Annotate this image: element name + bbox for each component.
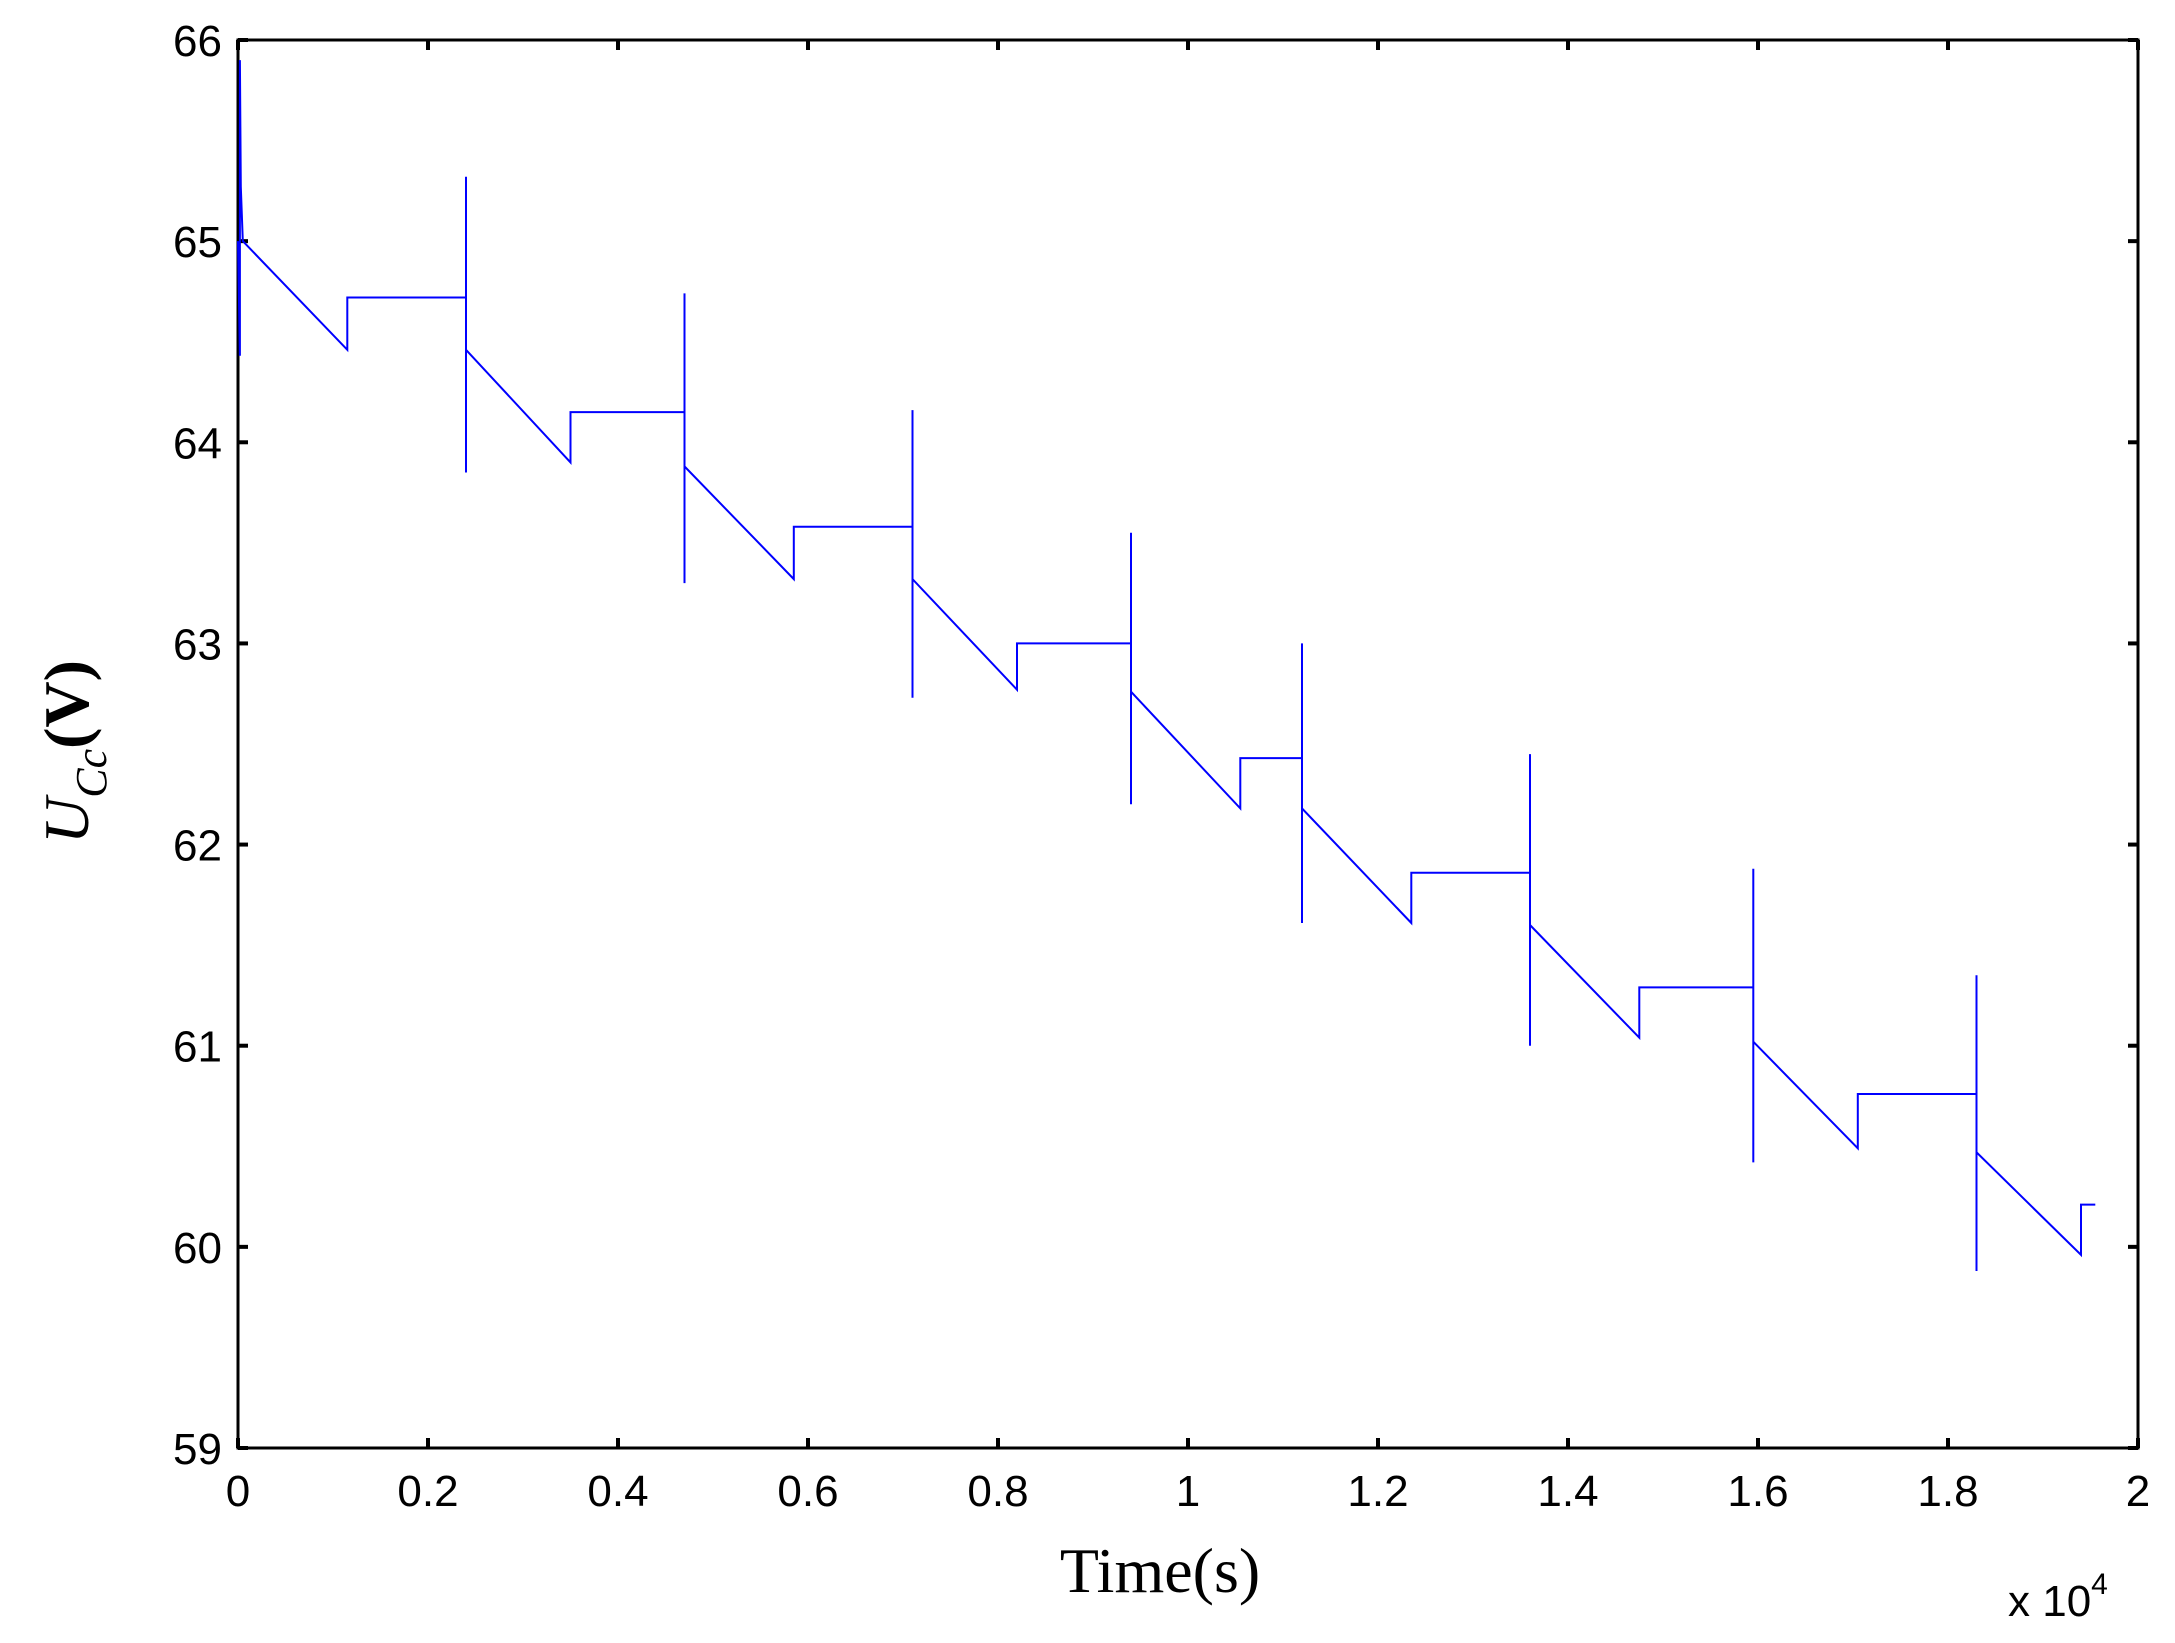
y-tick-label: 66 xyxy=(173,17,222,66)
y-tick-label: 62 xyxy=(173,822,222,871)
y-tick-label: 64 xyxy=(173,419,222,468)
y-axis-label-unit: (V) xyxy=(31,660,102,749)
y-tick-label: 60 xyxy=(173,1224,222,1273)
x-tick-label: 1.4 xyxy=(1537,1467,1598,1516)
x-tick-label: 1.8 xyxy=(1917,1467,1978,1516)
y-axis-label-sub: Cc xyxy=(67,748,116,797)
x-tick-label: 0 xyxy=(226,1467,250,1516)
x-tick-label: 0.2 xyxy=(397,1467,458,1516)
y-tick-labels: 59 60 61 62 63 64 65 66 xyxy=(173,17,222,1474)
x-tick-label: 1.6 xyxy=(1727,1467,1788,1516)
svg-text:UCc(V): UCc(V) xyxy=(31,660,116,844)
x-tick-labels: 0 0.2 0.4 0.6 0.8 1 1.2 1.4 1.6 1.8 2 xyxy=(226,1467,2150,1516)
x-multiplier-base: x 10 xyxy=(2008,1577,2091,1626)
y-tick-label: 63 xyxy=(173,620,222,669)
x-tick-label: 0.8 xyxy=(967,1467,1028,1516)
x-multiplier: x 104 xyxy=(2008,1568,2108,1626)
tick-marks xyxy=(236,38,2140,1450)
x-tick-label: 1 xyxy=(1176,1467,1200,1516)
plot-frame xyxy=(236,38,2140,1450)
x-multiplier-exp: 4 xyxy=(2091,1568,2108,1601)
x-tick-label: 2 xyxy=(2126,1467,2150,1516)
x-axis-label: Time(s) xyxy=(1060,1535,1260,1606)
y-tick-label: 59 xyxy=(173,1425,222,1474)
x-tick-label: 0.4 xyxy=(587,1467,648,1516)
series-line xyxy=(237,60,2096,1271)
y-axis-label-main: U xyxy=(31,794,102,844)
y-tick-label: 61 xyxy=(173,1023,222,1072)
x-tick-label: 1.2 xyxy=(1347,1467,1408,1516)
y-tick-label: 65 xyxy=(173,218,222,267)
y-axis-label: UCc(V) xyxy=(31,660,116,844)
x-tick-label: 0.6 xyxy=(777,1467,838,1516)
